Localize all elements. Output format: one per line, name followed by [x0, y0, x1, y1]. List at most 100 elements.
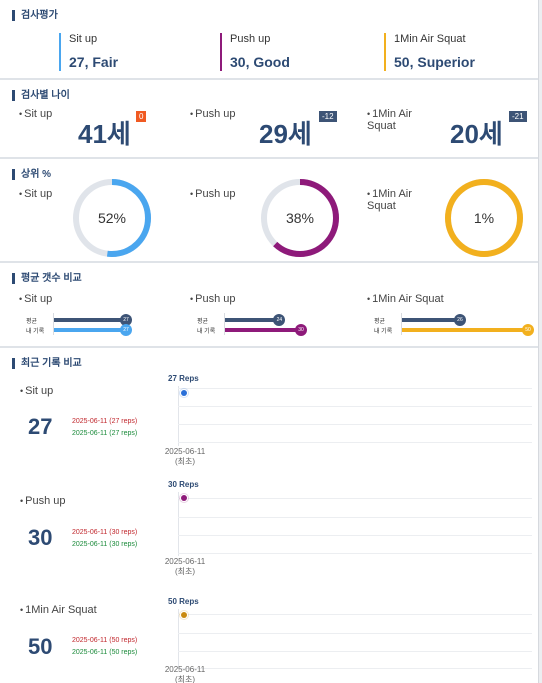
age-label-text: Push up — [195, 108, 236, 120]
history-name-text: Sit up — [25, 385, 54, 397]
eval-value: 30, Good — [230, 54, 290, 70]
avg-bar-end: 26 — [453, 314, 466, 326]
percentile-title: 상위 % — [12, 169, 51, 180]
grid-line — [178, 633, 532, 634]
history-name: • 1Min Air Squat — [20, 604, 97, 616]
mine-bar-end: 50 — [522, 324, 534, 336]
age-value-squat: 20세 — [450, 119, 503, 149]
history-point — [181, 390, 187, 396]
avg-row-label: 평균 — [197, 319, 209, 325]
eval-item-situp: Sit up 27, Fair — [59, 33, 118, 71]
mine-bar-end: 27 — [120, 324, 132, 336]
x-tick-date: 2025-06-11 — [164, 665, 206, 674]
mine-bar — [402, 328, 528, 332]
eval-name: Sit up — [69, 33, 98, 45]
history-section: 최근 기록 비교 27 Reps • Sit up 27 2025-06-11 (… — [0, 348, 538, 683]
grid-line — [178, 388, 532, 389]
x-tick-date: 2025-06-11 — [164, 557, 206, 566]
x-tick-label: 2025-06-11 (최초) — [160, 447, 210, 467]
percentile-value: 52% — [97, 210, 127, 226]
avg-bar — [402, 318, 460, 322]
history-point — [181, 612, 187, 618]
pct-label-text: 1Min Air Squat — [367, 188, 412, 212]
grid-line — [178, 517, 532, 518]
grid-line — [178, 406, 532, 407]
eval-name: 1Min Air Squat — [394, 33, 466, 45]
history-latest: 2025-06-11 (50 reps) — [72, 637, 138, 644]
donut-arc — [73, 179, 151, 257]
avg-label-situp: • Sit up — [19, 293, 53, 305]
eval-name: Push up — [230, 33, 271, 45]
eval-value: 50, Superior — [394, 54, 475, 70]
percentile-donut-pushup — [261, 179, 339, 257]
history-latest: 2025-06-11 (30 reps) — [72, 529, 138, 536]
eval-value: 27, Fair — [69, 54, 119, 70]
history-name: • Sit up — [20, 385, 54, 397]
history-first: 2025-06-11 (50 reps) — [72, 649, 138, 656]
age-label-text: Sit up — [24, 108, 53, 120]
reps-label: 50 Reps — [168, 597, 199, 606]
pct-label-squat: • 1Min Air Squat — [367, 188, 412, 212]
grid-line — [178, 424, 532, 425]
history-first: 2025-06-11 (30 reps) — [72, 541, 138, 548]
x-tick-date: 2025-06-11 — [164, 447, 206, 456]
eval-item-pushup: Push up 30, Good — [220, 33, 290, 71]
eval-item-squat: 1Min Air Squat 50, Superior — [384, 33, 475, 71]
avg-bar-end: 24 — [273, 314, 286, 326]
history-value: 27 — [28, 414, 53, 439]
age-label-text: 1Min Air Squat — [367, 108, 412, 132]
age-value-situp: 41세 — [78, 119, 131, 149]
avg-label-text: Push up — [195, 293, 236, 305]
avg-bar — [54, 318, 126, 322]
history-name-text: 1Min Air Squat — [25, 604, 97, 616]
percentile-value: 38% — [285, 210, 315, 226]
mine-row-label: 내 기록 — [374, 329, 393, 335]
mine-row-label: 내 기록 — [197, 329, 216, 335]
evaluation-section: 검사평가 Sit up 27, Fair Push up 30, Good 1M… — [0, 0, 538, 80]
donut-arc — [261, 179, 339, 257]
grid-line — [178, 442, 532, 443]
donut-arc — [445, 179, 523, 257]
grid-line — [178, 498, 532, 499]
avg-bar-end: 27 — [120, 314, 132, 326]
grid-line — [178, 651, 532, 652]
age-diff-badge: 0 — [136, 111, 147, 122]
avg-label-text: 1Min Air Squat — [372, 293, 444, 305]
mine-bar-end: 30 — [295, 324, 307, 336]
age-label-situp: • Sit up — [19, 108, 53, 120]
history-value: 50 — [28, 634, 53, 659]
percentile-donut-squat — [445, 179, 523, 257]
age-value-pushup: 29세 — [259, 119, 312, 149]
avg-bar — [225, 318, 280, 322]
mine-bar — [225, 328, 301, 332]
pct-label-situp: • Sit up — [19, 188, 53, 200]
x-tick-sub: (최초) — [174, 567, 196, 576]
percentile-donut-situp — [73, 179, 151, 257]
age-diff-badge: -21 — [509, 111, 527, 122]
average-section: 평균 갯수 비교 • Sit up 평균 내 기록 27 27 • Push up … — [0, 263, 538, 348]
grid-line — [178, 553, 532, 554]
avg-label-pushup: • Push up — [190, 293, 236, 305]
grid-line — [178, 535, 532, 536]
age-label-squat: • 1Min Air Squat — [367, 108, 412, 132]
mine-row-label: 내 기록 — [26, 329, 45, 335]
percentile-section: 상위 % • Sit up 52% • Push up 38% • 1Min Air … — [0, 159, 538, 263]
bar-track — [401, 313, 402, 335]
age-label-pushup: • Push up — [190, 108, 236, 120]
evaluation-title: 검사평가 — [12, 10, 58, 21]
age-title: 검사별 나이 — [12, 90, 70, 101]
pct-label-text: Push up — [195, 188, 236, 200]
bar-track — [224, 313, 225, 335]
history-name: • Push up — [20, 495, 66, 507]
chart-axis — [178, 386, 179, 446]
avg-row-label: 평균 — [374, 319, 386, 325]
reps-label: 27 Reps — [168, 374, 199, 383]
history-point — [181, 495, 187, 501]
bar-track — [53, 313, 54, 335]
reps-label: 30 Reps — [168, 480, 199, 489]
grid-line — [178, 668, 532, 669]
percentile-value: 1% — [473, 210, 495, 226]
history-value: 30 — [28, 525, 53, 550]
pct-label-text: Sit up — [24, 188, 53, 200]
